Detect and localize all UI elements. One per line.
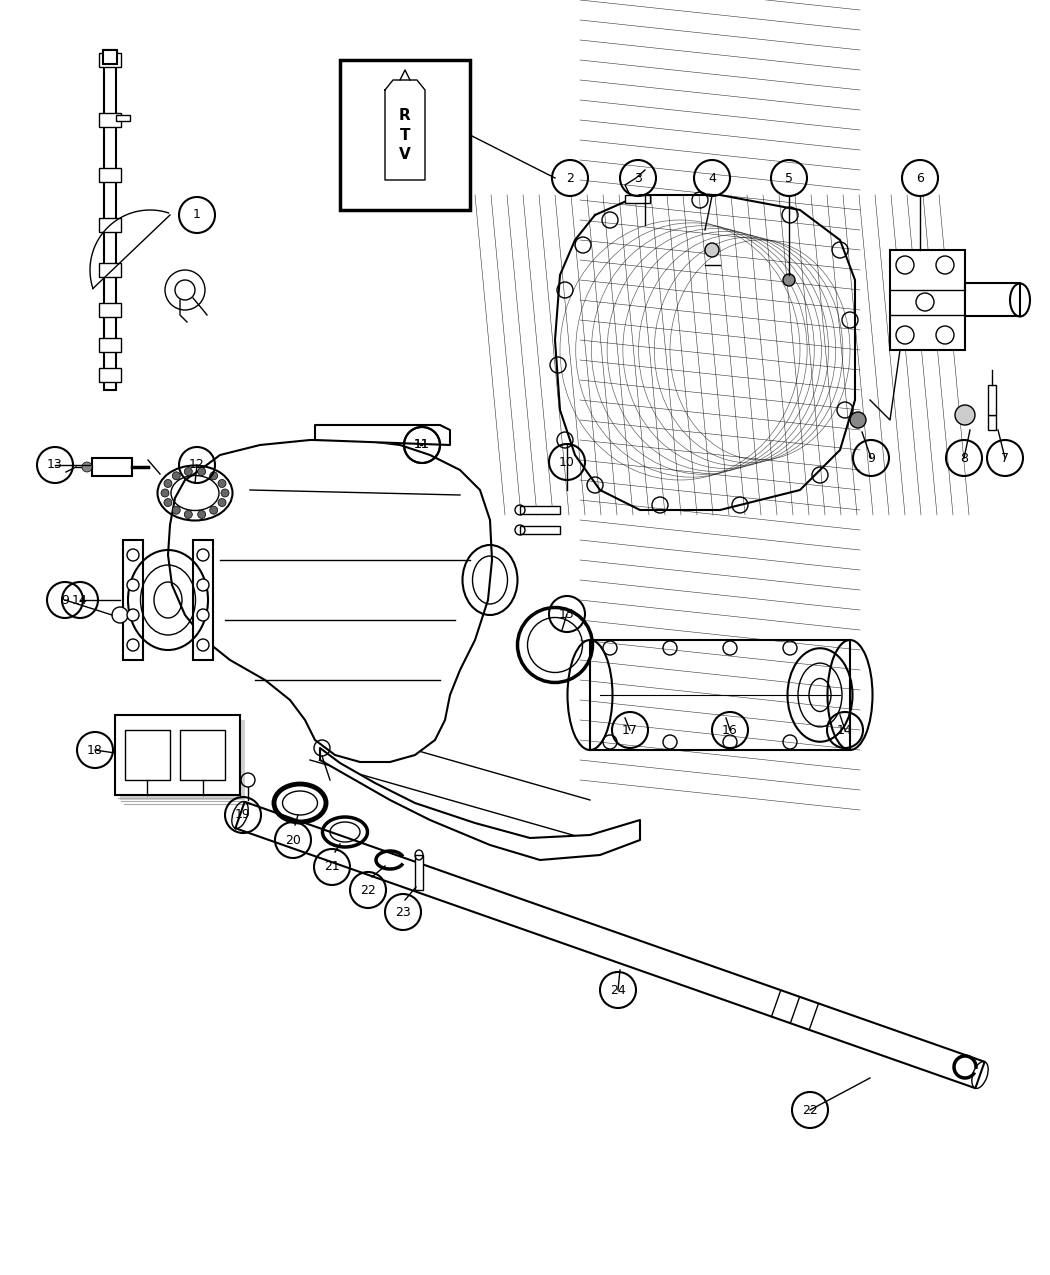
Bar xyxy=(415,856,423,890)
Text: 1: 1 xyxy=(193,209,201,222)
Text: 11: 11 xyxy=(414,439,429,451)
Circle shape xyxy=(172,506,181,514)
Text: 23: 23 xyxy=(395,905,411,918)
Bar xyxy=(180,731,225,780)
Text: 9: 9 xyxy=(61,593,69,607)
Text: R
T
V: R T V xyxy=(399,107,411,162)
Text: 17: 17 xyxy=(622,723,638,737)
Bar xyxy=(125,731,170,780)
Circle shape xyxy=(783,274,795,286)
Circle shape xyxy=(82,462,92,472)
Bar xyxy=(103,50,117,64)
Text: 9: 9 xyxy=(867,451,875,464)
Text: 16: 16 xyxy=(722,723,738,737)
Circle shape xyxy=(127,639,139,652)
Circle shape xyxy=(164,499,172,506)
Circle shape xyxy=(197,639,209,652)
Bar xyxy=(99,338,121,352)
Circle shape xyxy=(218,499,226,506)
Circle shape xyxy=(197,468,206,476)
Circle shape xyxy=(164,479,172,487)
Text: 12: 12 xyxy=(189,459,205,472)
Circle shape xyxy=(197,510,206,519)
Bar xyxy=(99,303,121,317)
Circle shape xyxy=(210,506,217,514)
Text: 24: 24 xyxy=(610,983,626,997)
Text: 2: 2 xyxy=(566,172,574,185)
Circle shape xyxy=(210,472,217,479)
Circle shape xyxy=(850,412,866,428)
Bar xyxy=(99,218,121,232)
Text: 18: 18 xyxy=(87,743,103,756)
Text: 7: 7 xyxy=(1001,451,1009,464)
Text: 20: 20 xyxy=(285,834,301,847)
Circle shape xyxy=(161,490,169,497)
Polygon shape xyxy=(320,748,640,861)
Bar xyxy=(520,527,560,534)
Bar xyxy=(520,506,560,514)
Text: 19: 19 xyxy=(235,808,251,821)
Polygon shape xyxy=(168,440,492,762)
Circle shape xyxy=(185,468,192,476)
Circle shape xyxy=(197,550,209,561)
Bar xyxy=(193,541,213,660)
Bar xyxy=(99,368,121,382)
Bar xyxy=(988,385,996,414)
Circle shape xyxy=(127,550,139,561)
Circle shape xyxy=(185,510,192,519)
Text: 22: 22 xyxy=(802,1103,818,1117)
Circle shape xyxy=(218,479,226,487)
Text: 6: 6 xyxy=(916,172,924,185)
Text: 15: 15 xyxy=(559,607,575,621)
Text: 8: 8 xyxy=(960,451,968,464)
Bar xyxy=(988,414,996,430)
Text: 14: 14 xyxy=(72,593,88,607)
Text: 5: 5 xyxy=(785,172,793,185)
Bar xyxy=(890,250,965,351)
Circle shape xyxy=(197,609,209,621)
Bar xyxy=(625,195,650,203)
Polygon shape xyxy=(235,802,985,1088)
Bar xyxy=(99,113,121,128)
Circle shape xyxy=(127,579,139,592)
Bar xyxy=(99,54,121,68)
Bar xyxy=(965,283,1020,316)
Circle shape xyxy=(197,579,209,592)
Bar xyxy=(120,720,245,799)
Circle shape xyxy=(220,490,229,497)
Circle shape xyxy=(705,244,719,258)
Bar xyxy=(116,115,130,121)
Polygon shape xyxy=(315,425,450,445)
Bar xyxy=(99,263,121,277)
Bar xyxy=(92,458,132,476)
Text: 11: 11 xyxy=(414,439,429,451)
Polygon shape xyxy=(385,80,425,180)
Text: 21: 21 xyxy=(324,861,340,873)
Circle shape xyxy=(172,472,181,479)
Text: 14: 14 xyxy=(837,723,853,737)
Bar xyxy=(590,640,850,750)
Circle shape xyxy=(112,607,128,623)
Bar xyxy=(104,50,116,390)
Text: 4: 4 xyxy=(708,172,716,185)
Text: 22: 22 xyxy=(360,884,376,896)
Circle shape xyxy=(127,609,139,621)
Polygon shape xyxy=(555,195,855,510)
Bar xyxy=(340,60,470,210)
Text: 13: 13 xyxy=(47,459,63,472)
Circle shape xyxy=(956,405,975,425)
Text: 10: 10 xyxy=(559,455,575,468)
Bar xyxy=(123,541,143,660)
Bar xyxy=(116,715,240,796)
Text: 3: 3 xyxy=(634,172,642,185)
Bar xyxy=(99,168,121,182)
